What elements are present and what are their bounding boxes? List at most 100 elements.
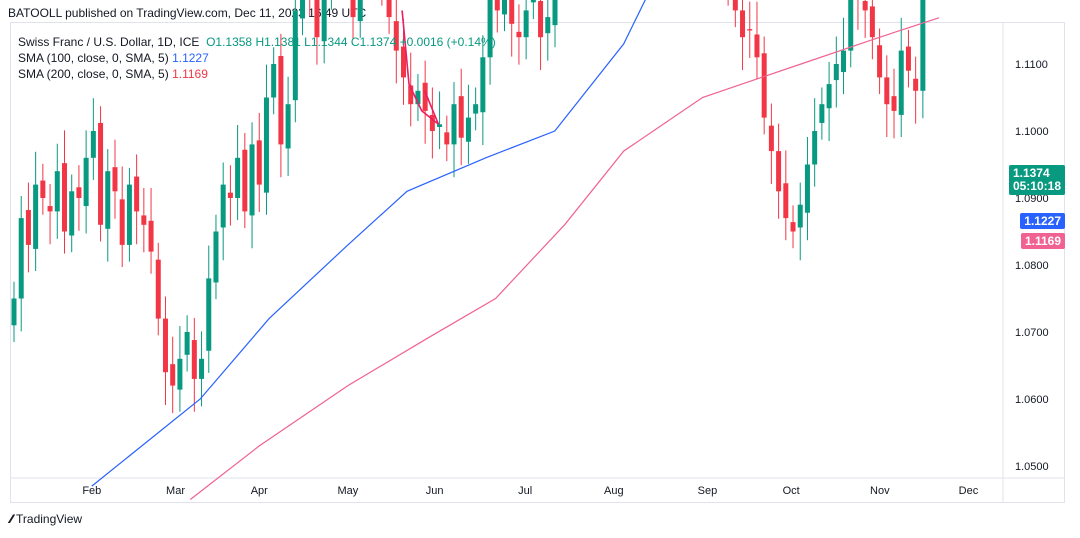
candle-body: [516, 31, 522, 38]
candle-body: [105, 171, 111, 229]
candle-body: [487, 0, 493, 58]
candle-body: [184, 332, 190, 355]
candle-body: [285, 104, 291, 149]
sma100-line: [91, 0, 646, 487]
x-tick-label: Mar: [166, 485, 185, 497]
candle-body: [141, 215, 147, 225]
candle-body: [545, 17, 551, 34]
x-tick-label: Jun: [426, 485, 444, 497]
candle-body: [458, 96, 464, 138]
x-tick-label: Feb: [82, 485, 101, 497]
candle-body: [206, 278, 212, 351]
y-tick-label: 1.0600: [1015, 394, 1049, 406]
candle-body: [509, 0, 515, 24]
sma100-row: SMA (100, close, 0, SMA, 5) 1.1227: [18, 50, 496, 66]
candle-body: [530, 0, 536, 3]
candle-body: [523, 10, 529, 38]
candle-body: [18, 218, 24, 299]
candle-body: [905, 46, 911, 71]
high-value: 1.1381: [264, 35, 301, 49]
candle-body: [314, 0, 320, 38]
sma100-label: SMA (100, close, 0, SMA, 5): [18, 51, 169, 65]
candle-body: [54, 171, 60, 212]
candle-body: [25, 210, 31, 245]
candle-body: [826, 84, 832, 109]
candle-body: [891, 96, 897, 111]
close-value: 1.1374: [359, 35, 397, 49]
last-price-tag: 1.1374 05:10:18: [1008, 165, 1065, 195]
candle-body: [249, 144, 255, 216]
candle-body: [11, 298, 17, 326]
candle-body: [776, 151, 782, 192]
x-tick-label: May: [338, 485, 359, 497]
x-tick-label: Apr: [251, 485, 268, 497]
candle-body: [783, 183, 789, 219]
candle-body: [321, 0, 327, 42]
candle-body: [429, 114, 435, 131]
footer-brand: TradingView: [16, 512, 83, 526]
footer: ⁄⁄ TradingView: [10, 512, 82, 526]
candle-body: [444, 132, 450, 145]
ohlc-row: Swiss Franc / U.S. Dollar, 1D, ICE O1.13…: [18, 34, 496, 50]
candle-body: [242, 149, 248, 212]
y-tick-label: 1.1100: [1015, 59, 1048, 71]
drawn-pattern-line: [401, 10, 440, 125]
candle-body: [869, 6, 875, 38]
candle-body: [191, 340, 197, 379]
x-tick-label: Oct: [783, 485, 800, 497]
candle-body: [804, 164, 810, 213]
open-label: O: [206, 35, 216, 49]
candle-body: [263, 97, 269, 193]
candle-body: [797, 204, 803, 228]
candle-body: [61, 163, 67, 232]
candle-body: [90, 131, 96, 158]
sma200-value: 1.1169: [172, 67, 208, 81]
candle-body: [393, 21, 399, 51]
candle-body: [350, 0, 356, 18]
candle-body: [819, 104, 825, 123]
candle-body: [271, 64, 277, 98]
candle-body: [552, 0, 558, 26]
candle-body: [740, 10, 746, 38]
sma200-row: SMA (200, close, 0, SMA, 5) 1.1169: [18, 66, 496, 82]
candle-body: [877, 45, 883, 78]
candle-body: [451, 104, 457, 145]
symbol-name: Swiss Franc / U.S. Dollar, 1D, ICE: [18, 35, 200, 49]
candle-body: [920, 0, 926, 91]
candle-body: [40, 180, 46, 198]
countdown-value: 05:10:18: [1012, 179, 1061, 193]
candle-body: [386, 0, 392, 18]
candle-body: [494, 0, 500, 11]
candle-body: [98, 122, 104, 225]
candle-body: [538, 1, 544, 38]
sma200-label: SMA (200, close, 0, SMA, 5): [18, 67, 169, 81]
candle-body: [177, 358, 183, 390]
candle-body: [76, 187, 82, 198]
candle-body: [415, 90, 421, 105]
candle-body: [155, 259, 161, 319]
candle-body: [768, 125, 774, 152]
open-value: 1.1358: [215, 35, 253, 49]
candle-body: [422, 82, 428, 111]
candle-body: [170, 364, 176, 386]
y-tick-label: 1.0800: [1015, 260, 1049, 272]
candle-body: [480, 57, 486, 113]
candle-body: [732, 0, 738, 11]
sma100-tag: 1.1227: [1020, 213, 1065, 229]
y-tick-label: 1.1000: [1015, 126, 1049, 138]
candle-body: [126, 184, 132, 245]
candle-body: [300, 0, 306, 19]
candle-body: [437, 124, 443, 127]
candle-body: [69, 191, 75, 236]
candle-body: [862, 1, 868, 11]
candle-body: [473, 104, 479, 114]
candle-body: [754, 34, 760, 58]
sma200-tag: 1.1169: [1020, 233, 1065, 249]
x-tick-label: Sep: [698, 485, 718, 497]
sma100-value: 1.1227: [172, 51, 209, 65]
candle-body: [119, 199, 125, 245]
last-price-value: 1.1374: [1012, 166, 1050, 180]
x-tick-label: Jul: [518, 485, 532, 497]
chart-legend: Swiss Franc / U.S. Dollar, 1D, ICE O1.13…: [18, 34, 496, 82]
